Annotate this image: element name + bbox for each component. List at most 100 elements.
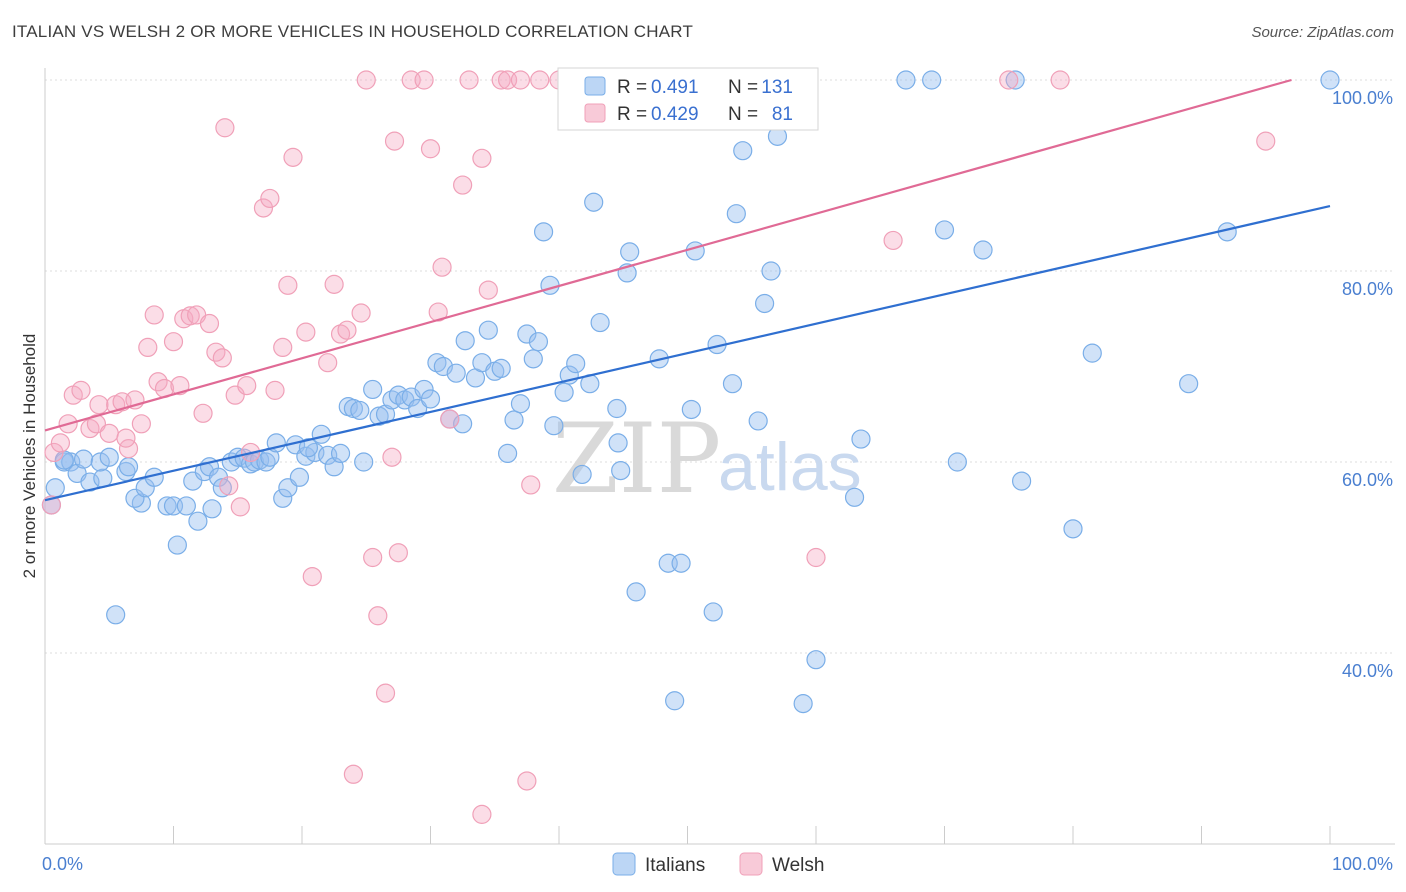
point-italians-128 xyxy=(298,438,319,458)
point-italians-65 xyxy=(455,331,475,351)
point-italians-9 xyxy=(99,447,119,467)
point-welsh-31 xyxy=(230,497,250,517)
point-italians-118 xyxy=(1005,70,1025,90)
point-italians-64 xyxy=(453,414,473,434)
point-welsh-49 xyxy=(368,606,388,626)
legend-bottom: Italians Welsh xyxy=(612,852,824,876)
point-italians-76 xyxy=(528,332,549,352)
bottom-legend-label-italians: Italians xyxy=(645,855,705,876)
point-welsh-16 xyxy=(138,337,158,357)
point-italians-97 xyxy=(681,399,701,420)
legend-swatch-welsh xyxy=(584,103,606,123)
point-welsh-8 xyxy=(89,395,109,415)
point-welsh-66 xyxy=(510,70,531,90)
point-italians-92 xyxy=(626,582,646,602)
point-welsh-36 xyxy=(265,380,285,400)
point-italians-72 xyxy=(504,410,524,430)
point-welsh-29 xyxy=(219,476,239,496)
point-welsh-58 xyxy=(432,257,452,277)
point-italians-59 xyxy=(420,389,441,409)
point-italians-95 xyxy=(665,691,685,711)
point-welsh-13 xyxy=(116,428,136,448)
point-italians-106 xyxy=(754,293,775,314)
point-italians-82 xyxy=(566,354,586,374)
point-welsh-57 xyxy=(428,302,448,322)
point-italians-18 xyxy=(167,535,187,555)
point-italians-104 xyxy=(733,141,753,161)
point-italians-80 xyxy=(554,382,574,402)
point-italians-100 xyxy=(703,602,723,622)
point-welsh-20 xyxy=(163,332,184,352)
point-italians-111 xyxy=(844,487,865,507)
bottom-legend-label-welsh: Welsh xyxy=(772,855,824,876)
point-italians-116 xyxy=(947,452,967,472)
point-italians-73 xyxy=(510,394,531,414)
grid-lines xyxy=(45,79,1395,654)
point-welsh-38 xyxy=(278,275,298,295)
legend-n-value-italians: 131 xyxy=(761,77,793,98)
point-italians-110 xyxy=(806,650,826,670)
legend-top: R = 0.491 N = 131 R = 0.429 N = 81 xyxy=(557,67,819,131)
y-tick-label-0: 40.0% xyxy=(1342,661,1393,681)
point-welsh-75 xyxy=(806,547,826,568)
point-italians-98 xyxy=(685,241,705,261)
point-welsh-64 xyxy=(491,70,511,90)
bottom-legend-swatch-welsh xyxy=(739,852,763,876)
x-tick-label-1: 100.0% xyxy=(1332,854,1393,874)
point-italians-126 xyxy=(106,605,126,625)
point-welsh-1 xyxy=(44,442,64,463)
point-welsh-77 xyxy=(999,70,1019,90)
point-welsh-61 xyxy=(459,70,479,90)
point-italians-117 xyxy=(973,240,993,260)
point-italians-45 xyxy=(330,443,351,464)
point-welsh-80 xyxy=(215,118,235,138)
point-italians-24 xyxy=(202,499,222,519)
point-italians-120 xyxy=(1063,519,1083,539)
watermark-atlas: atlas xyxy=(718,429,862,505)
point-italians-103 xyxy=(726,204,746,224)
point-italians-48 xyxy=(350,400,370,421)
point-italians-63 xyxy=(446,363,466,383)
legend-r-value-welsh: 0.429 xyxy=(651,104,699,125)
point-italians-70 xyxy=(491,358,511,379)
point-italians-68 xyxy=(478,320,498,340)
point-welsh-68 xyxy=(521,475,541,495)
point-italians-49 xyxy=(354,452,374,472)
point-italians-83 xyxy=(572,464,592,485)
point-italians-86 xyxy=(590,312,610,333)
point-welsh-69 xyxy=(530,70,550,90)
point-welsh-41 xyxy=(302,566,322,587)
point-welsh-28 xyxy=(212,348,232,368)
point-italians-58 xyxy=(414,379,434,400)
point-italians-114 xyxy=(922,70,942,90)
data-points xyxy=(41,70,1340,824)
point-italians-21 xyxy=(188,511,208,531)
point-welsh-5 xyxy=(71,380,91,400)
legend-r-label-welsh: R = xyxy=(617,104,647,125)
point-italians-19 xyxy=(176,496,196,516)
point-welsh-40 xyxy=(296,322,316,342)
point-italians-39 xyxy=(289,467,310,487)
point-welsh-76 xyxy=(883,230,903,251)
point-welsh-79 xyxy=(1256,131,1276,151)
point-italians-105 xyxy=(748,411,768,431)
point-welsh-53 xyxy=(384,131,405,151)
point-welsh-70 xyxy=(343,764,363,784)
point-italians-6 xyxy=(80,472,100,492)
bottom-legend-swatch-italians xyxy=(612,852,636,876)
point-welsh-25 xyxy=(193,403,213,423)
series-welsh xyxy=(41,70,1276,824)
point-italians-75 xyxy=(523,349,543,369)
point-italians-96 xyxy=(671,553,691,573)
legend-swatch-italians xyxy=(584,76,606,96)
point-welsh-55 xyxy=(414,70,434,90)
point-italians-109 xyxy=(793,694,813,714)
point-italians-11 xyxy=(118,457,139,477)
point-italians-36 xyxy=(273,488,293,508)
point-welsh-62 xyxy=(472,148,492,168)
point-welsh-50 xyxy=(375,683,396,703)
y-tick-label-1: 60.0% xyxy=(1342,470,1393,490)
point-italians-88 xyxy=(608,433,628,453)
point-welsh-21 xyxy=(170,376,190,396)
point-welsh-56 xyxy=(420,139,441,159)
